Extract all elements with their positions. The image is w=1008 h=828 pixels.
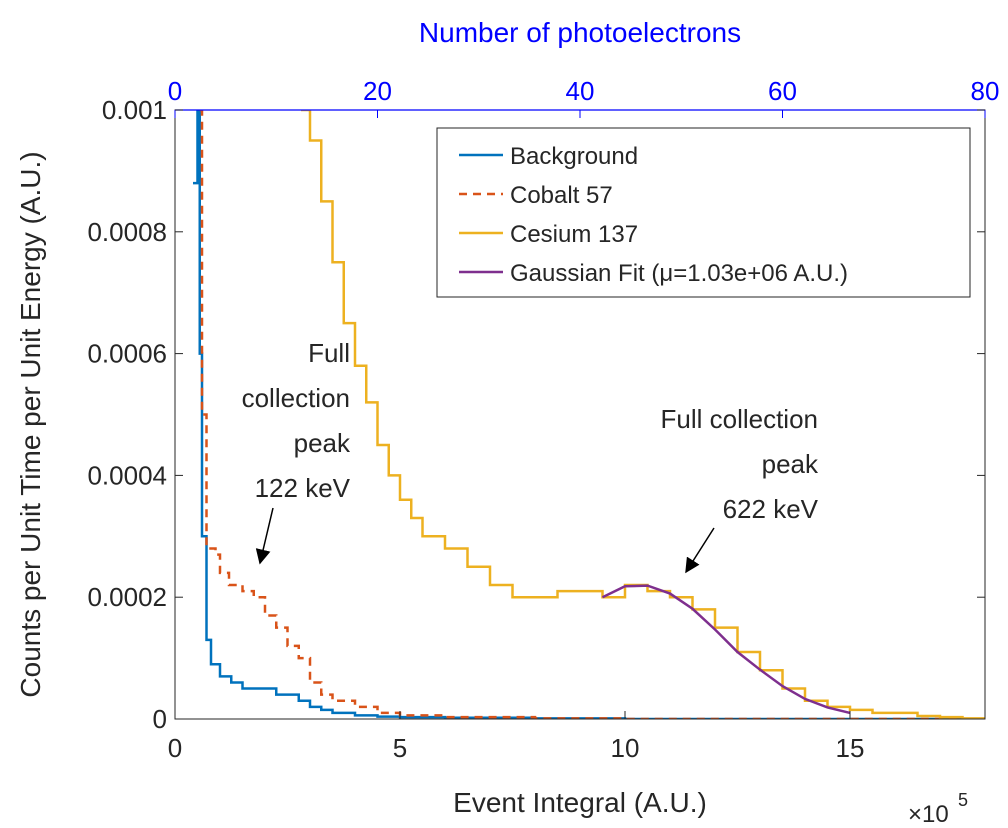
legend-label: Cesium 137 bbox=[510, 221, 638, 248]
series-line bbox=[301, 110, 985, 719]
legend-box bbox=[436, 127, 971, 298]
x2-tick-label: 0 bbox=[168, 76, 182, 106]
annotation-arrow bbox=[685, 527, 715, 574]
y-axis-label: Counts per Unit Time per Unit Energy (A.… bbox=[15, 151, 46, 697]
plot-area bbox=[193, 110, 985, 719]
x-multiplier: ×10 bbox=[908, 801, 949, 828]
x-tick-label: 15 bbox=[836, 733, 865, 763]
x2-tick-label: 40 bbox=[566, 76, 595, 106]
x2-tick-label: 60 bbox=[768, 76, 797, 106]
x2-tick-label: 80 bbox=[971, 76, 1000, 106]
legend-label: Gaussian Fit (μ=1.03e+06 A.U.) bbox=[510, 260, 848, 287]
x2-tick-label: 20 bbox=[363, 76, 392, 106]
y-tick-label: 0.0004 bbox=[87, 460, 167, 490]
annotation-text: 122 keV bbox=[255, 473, 351, 503]
series-line bbox=[601, 584, 851, 715]
legend-label: Background bbox=[510, 143, 638, 170]
legend-label: Cobalt 57 bbox=[510, 182, 613, 209]
x2-axis-label: Number of photoelectrons bbox=[419, 17, 741, 48]
x-tick-label: 5 bbox=[393, 733, 407, 763]
y-tick-label: 0.0006 bbox=[87, 339, 167, 369]
y-tick-label: 0 bbox=[153, 704, 167, 734]
x-tick-label: 10 bbox=[611, 733, 640, 763]
annotation-arrow bbox=[255, 507, 274, 565]
x-multiplier-exponent: 5 bbox=[958, 790, 968, 810]
annotation-text: peak bbox=[762, 449, 819, 479]
annotation-text: 622 keV bbox=[723, 494, 819, 524]
annotation-text: Full collection bbox=[660, 404, 818, 434]
y-tick-label: 0.001 bbox=[102, 95, 167, 125]
y-tick-label: 0.0008 bbox=[87, 217, 167, 247]
x-axis-label: Event Integral (A.U.) bbox=[453, 787, 707, 818]
series-line bbox=[199, 110, 985, 719]
annotation-text: collection bbox=[242, 383, 350, 413]
x-tick-label: 0 bbox=[168, 733, 182, 763]
annotation-text: Full bbox=[308, 338, 350, 368]
annotation-text: peak bbox=[294, 428, 351, 458]
y-tick-label: 0.0002 bbox=[87, 582, 167, 612]
